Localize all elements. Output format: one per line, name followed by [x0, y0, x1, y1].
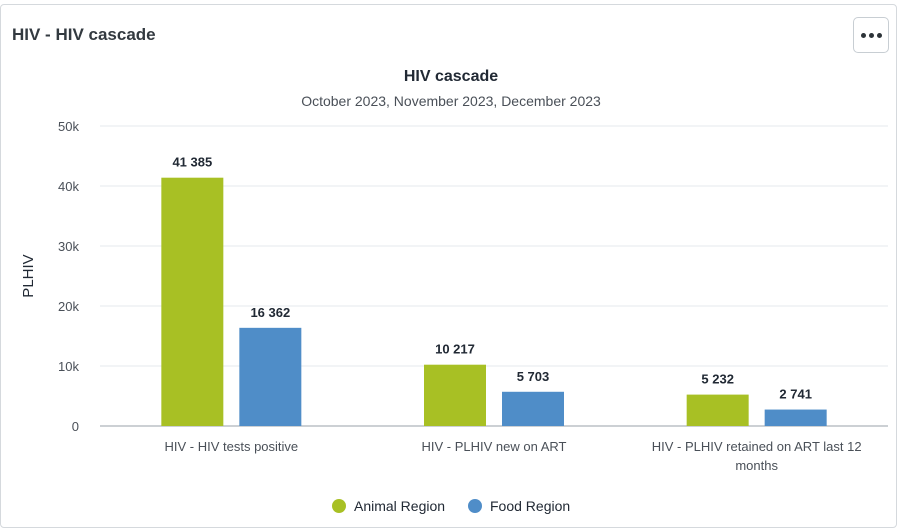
card-title: HIV - HIV cascade [12, 25, 156, 44]
bar[interactable] [686, 394, 749, 426]
bar[interactable] [161, 177, 224, 426]
y-tick-label: 30k [58, 239, 79, 254]
more-horizontal-icon [860, 32, 866, 38]
legend-marker [332, 499, 346, 513]
chart-title: HIV cascade [404, 68, 498, 85]
bars [161, 177, 827, 426]
y-tick-label: 50k [58, 119, 79, 134]
data-label: 5 232 [701, 372, 734, 387]
more-horizontal-icon-dot [876, 32, 882, 38]
x-category-label: HIV - PLHIV retained on ART last 12 [652, 439, 862, 454]
data-labels: 41 385 16 362 10 217 5 703 5 232 2 741 [172, 155, 811, 402]
y-tick-labels: 0 10k 20k 30k 40k 50k [58, 119, 79, 434]
bar[interactable] [424, 364, 486, 426]
legend-item-label[interactable]: Food Region [490, 498, 570, 514]
y-tick-label: 0 [72, 419, 79, 434]
x-category-label: HIV - HIV tests positive [165, 439, 299, 454]
legend: Animal Region Food Region [332, 498, 570, 514]
more-options-button[interactable] [853, 17, 889, 53]
bar[interactable] [239, 327, 302, 426]
y-axis-label: PLHIV [20, 254, 37, 297]
x-category-labels: HIV - HIV tests positive HIV - PLHIV new … [165, 439, 862, 473]
legend-marker [468, 499, 482, 513]
bar[interactable] [764, 409, 827, 426]
bar[interactable] [502, 391, 564, 426]
legend-item-label[interactable]: Animal Region [354, 498, 445, 514]
y-tick-label: 10k [58, 359, 79, 374]
x-category-label: months [735, 458, 778, 473]
y-tick-label: 40k [58, 179, 79, 194]
data-label: 5 703 [517, 369, 550, 384]
grid-lines [100, 125, 888, 427]
data-label: 16 362 [250, 305, 290, 320]
data-label: 10 217 [435, 342, 475, 357]
y-tick-label: 20k [58, 299, 79, 314]
x-category-label: HIV - PLHIV new on ART [422, 439, 567, 454]
chart-card: HIV - HIV cascade [0, 4, 897, 528]
chart-subtitle: October 2023, November 2023, December 20… [301, 93, 601, 109]
data-label: 2 741 [779, 387, 812, 402]
data-label: 41 385 [172, 155, 212, 170]
more-horizontal-icon-dot [868, 32, 874, 38]
